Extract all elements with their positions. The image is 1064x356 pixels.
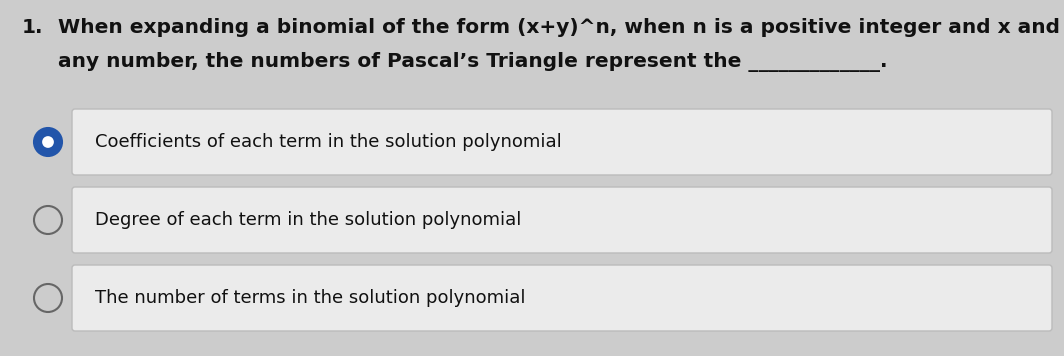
Text: Degree of each term in the solution polynomial: Degree of each term in the solution poly…	[95, 211, 521, 229]
Text: The number of terms in the solution polynomial: The number of terms in the solution poly…	[95, 289, 526, 307]
Circle shape	[34, 128, 62, 156]
Text: Coefficients of each term in the solution polynomial: Coefficients of each term in the solutio…	[95, 133, 562, 151]
Circle shape	[34, 206, 62, 234]
Text: When expanding a binomial of the form (x+y)^n, when n is a positive integer and : When expanding a binomial of the form (x…	[59, 18, 1064, 37]
FancyBboxPatch shape	[72, 187, 1052, 253]
FancyBboxPatch shape	[72, 265, 1052, 331]
Text: 1.: 1.	[22, 18, 44, 37]
Text: any number, the numbers of Pascal’s Triangle represent the _____________.: any number, the numbers of Pascal’s Tria…	[59, 52, 887, 72]
Circle shape	[43, 136, 54, 148]
Circle shape	[34, 284, 62, 312]
FancyBboxPatch shape	[72, 109, 1052, 175]
